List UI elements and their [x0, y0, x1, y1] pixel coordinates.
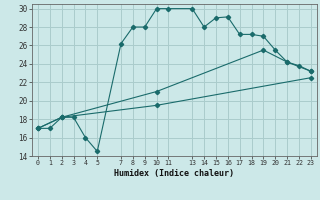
X-axis label: Humidex (Indice chaleur): Humidex (Indice chaleur): [115, 169, 234, 178]
